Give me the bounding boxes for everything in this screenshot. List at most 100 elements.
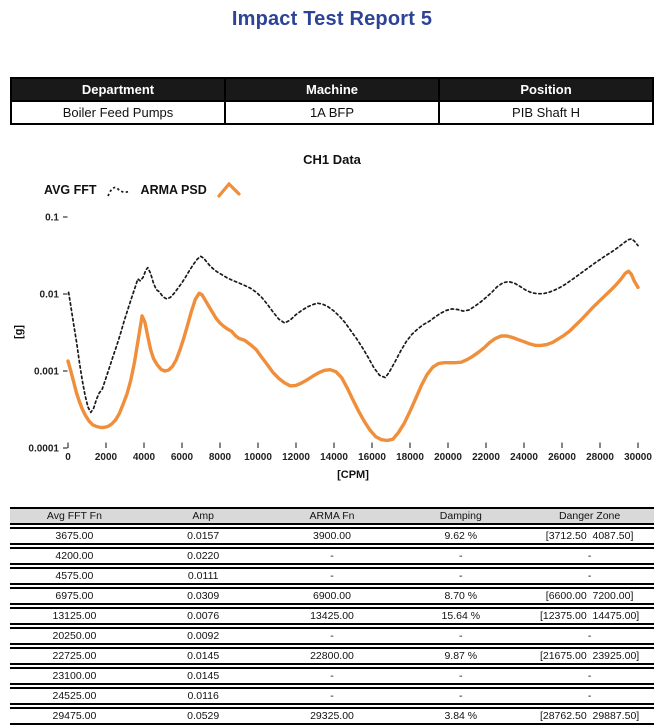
results-value-cell: 23100.00 [10,667,139,685]
y-tick-label: 0.001 [34,367,59,378]
x-tick-label: 4000 [133,452,156,463]
results-value-cell: - [396,567,526,585]
info-value-cell: 1A BFP [224,100,440,125]
results-value-cell: - [396,627,526,645]
results-value-cell: 9.87 % [396,647,526,665]
results-value-cell: - [396,687,526,705]
results-value-cell: 24525.00 [10,687,139,705]
x-tick-label: 26000 [548,452,576,463]
results-value-cell: - [267,547,397,565]
results-value-cell: 6975.00 [10,587,139,605]
page-title: Impact Test Report 5 [231,8,433,30]
table-row: 13125.00 0.0076 13425.00 15.64 % [12375.00 1… [10,607,654,625]
chart-title: CH1 Data [303,152,361,167]
info-table: Department Machine Position Boiler Feed Pu… [10,77,654,125]
results-value-cell: 22725.00 [10,647,139,665]
results-value-cell: 29325.00 [267,707,397,725]
results-value-cell: 8.70 % [396,587,526,605]
results-value-cell: 6900.00 [267,587,397,605]
info-header-cell: Position [438,77,654,102]
table-row: 3675.00 0.0157 3900.00 9.62 % [3712.50 4087.… [10,527,654,545]
results-table-header-row: Avg FFT Fn Amp ARMA Fn Damping Danger Zone [10,507,654,525]
y-tick-label: 0.0001 [28,444,59,455]
x-tick-label: 28000 [586,452,614,463]
results-value-cell: 4200.00 [10,547,139,565]
results-header-cell: Amp [138,507,268,525]
info-table-header-row: Department Machine Position [10,77,654,102]
x-tick-label: 14000 [320,452,348,463]
x-axis-label: [CPM] [337,469,369,481]
results-value-cell: 20250.00 [10,627,139,645]
series-line-avg-fft [67,238,639,414]
results-value-cell: 4575.00 [10,567,139,585]
results-value-cell: 0.0076 [138,607,268,625]
table-row: 24525.00 0.0116- - - [10,687,654,705]
results-value-cell: 3675.00 [10,527,139,545]
results-value-cell: 0.0111 [138,567,268,585]
results-value-cell: [3712.50 4087.50] [525,527,654,545]
x-tick-label: 12000 [282,452,310,463]
results-value-cell: - [396,667,526,685]
table-row: Boiler Feed Pumps 1A BFP PIB Shaft H [10,100,654,125]
results-value-cell: 0.0529 [138,707,268,725]
legend-label-avg-fft: AVG FFT [44,183,97,197]
chart-canvas: 0.1 0.01 0.001 0.0001 0 2000 4000 6000 8000 10000… [28,213,652,464]
y-tick-label: 0.1 [45,213,59,224]
results-header-cell: ARMA Fn [267,507,397,525]
x-tick-label: 18000 [396,452,424,463]
legend-label-arma-psd: ARMA PSD [140,183,207,197]
table-row: 4200.00 0.0220- - - [10,547,654,565]
results-value-cell: 0.0116 [138,687,268,705]
results-value-cell: 9.62 % [396,527,526,545]
results-value-cell: - [525,547,654,565]
table-row: 22725.00 0.0145 22800.00 9.87 % [21675.00 23… [10,647,654,665]
table-row: 23100.00 0.0145- - - [10,667,654,685]
arma-psd-line-icon [217,181,241,198]
results-table: Avg FFT Fn Amp ARMA Fn Damping Danger Zone 3… [10,505,654,727]
series-line-arma-psd [66,269,640,443]
x-tick-label: 30000 [624,452,652,463]
table-row: 20250.00 0.0092- - - [10,627,654,645]
results-value-cell: - [267,687,397,705]
x-tick-label: 6000 [171,452,194,463]
x-tick-label: 22000 [472,452,500,463]
results-value-cell: 0.0145 [138,647,268,665]
results-value-cell: - [267,667,397,685]
results-value-cell: - [267,627,397,645]
results-value-cell: - [525,687,654,705]
results-value-cell: 0.0092 [138,627,268,645]
info-value-cell: PIB Shaft H [438,100,654,125]
x-tick-label: 24000 [510,452,538,463]
results-value-cell: 3900.00 [267,527,397,545]
results-value-cell: 22800.00 [267,647,397,665]
info-value-cell: Boiler Feed Pumps [10,100,226,125]
info-header-cell: Department [10,77,226,102]
table-row: 4575.00 0.0111- - - [10,567,654,585]
info-header-cell: Machine [224,77,440,102]
results-value-cell: 29475.00 [10,707,139,725]
results-value-cell: [21675.00 23925.00] [525,647,654,665]
table-row: 6975.00 0.0309 6900.00 8.70 % [6600.00 7200.… [10,587,654,605]
results-value-cell: [12375.00 14475.00] [525,607,654,625]
x-tick-label: 10000 [244,452,272,463]
results-value-cell: 3.84 % [396,707,526,725]
y-tick-label: 0.01 [40,290,60,301]
avg-fft-line-icon [106,186,130,196]
results-value-cell: 0.0309 [138,587,268,605]
results-value-cell: 0.0157 [138,527,268,545]
results-header-cell: Damping [396,507,526,525]
results-value-cell: - [525,627,654,645]
chart-legend: AVG FFT ARMA PSD [44,181,242,199]
results-value-cell: - [267,567,397,585]
results-value-cell: - [525,567,654,585]
results-value-cell: 13125.00 [10,607,139,625]
results-value-cell: 0.0220 [138,547,268,565]
results-value-cell: 13425.00 [267,607,397,625]
results-header-cell: Avg FFT Fn [10,507,139,525]
results-value-cell: 15.64 % [396,607,526,625]
x-tick-label: 20000 [434,452,462,463]
x-tick-label: 16000 [358,452,386,463]
results-value-cell: - [396,547,526,565]
results-value-cell: [28762.50 29887.50] [525,707,654,725]
